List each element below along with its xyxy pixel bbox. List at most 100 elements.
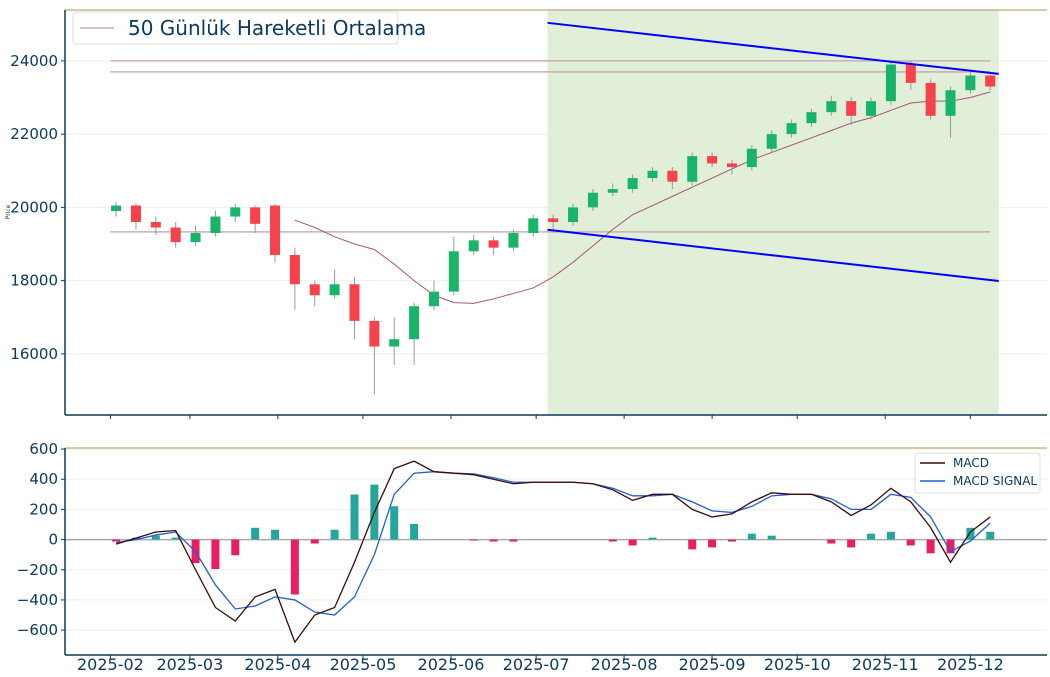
candle-body [866, 101, 877, 116]
x-tick-label: 2025-11 [852, 655, 919, 674]
candle-body [428, 291, 439, 307]
macd-histogram-bar [708, 539, 717, 548]
macd-histogram-bar [251, 527, 260, 540]
macd-panel: −600 −400 −200 0 200 400 600 [17, 440, 1047, 656]
macd-histogram-bar [171, 537, 180, 540]
candle-body [270, 205, 281, 255]
macd-y-tick-label: 0 [48, 531, 58, 549]
macd-histogram-bar [986, 531, 995, 540]
candle-body [170, 227, 181, 243]
candle-body [945, 90, 956, 116]
candle-body [726, 163, 737, 168]
candle-body [111, 205, 122, 212]
candle-body [448, 251, 459, 292]
macd-histogram-bar [628, 539, 637, 546]
macd-line [115, 460, 991, 644]
macd-histogram-bar [847, 539, 856, 548]
x-tick-label: 2025-03 [156, 655, 223, 674]
x-tick-label: 2025-07 [503, 655, 570, 674]
candle-body [846, 101, 857, 116]
candle-body [627, 178, 638, 190]
candle-body [826, 101, 837, 113]
price-y-tick-label: 18000 [10, 272, 58, 290]
candle-body [349, 284, 360, 321]
macd-histogram-bar [509, 539, 518, 542]
candle-body [806, 112, 817, 124]
macd-y-tick-label: 400 [29, 470, 58, 488]
macd-histogram-bar [906, 539, 915, 546]
macd-legend-box [914, 452, 1041, 494]
candle-body [150, 222, 161, 228]
macd-histogram-bar [469, 539, 478, 541]
price-y-tick-label: 24000 [10, 52, 58, 70]
candle-body [309, 284, 320, 296]
macd-y-tick-label: 200 [29, 500, 58, 518]
macd-histogram-bar [410, 523, 419, 540]
macd-y-tick-label: −400 [17, 591, 58, 609]
channel-shading [547, 10, 999, 415]
x-tick-label: 2025-04 [244, 655, 311, 674]
macd-histogram-bar [310, 539, 319, 544]
x-axis: 2025-02 2025-03 2025-04 2025-05 2025-06 2025-… [77, 655, 1004, 674]
macd-histogram-bar [827, 539, 836, 544]
macd-histogram-bar [211, 539, 220, 570]
candle-body [667, 170, 678, 182]
x-tick-label: 2025-06 [418, 655, 485, 674]
macd-histogram-bar [867, 533, 876, 540]
candle-body [965, 75, 976, 91]
macd-y-tick-label: 600 [29, 440, 58, 458]
macd-legend: MACD MACD SIGNAL [914, 452, 1041, 494]
price-legend-box [72, 11, 399, 45]
x-tick-label: 2025-09 [679, 655, 746, 674]
macd-histogram-bar [688, 539, 697, 550]
macd-histogram-bar [390, 506, 399, 540]
candle-body [568, 207, 579, 223]
candle-body [905, 64, 916, 83]
macd-histogram-bar [271, 529, 280, 540]
x-tick-label: 2025-02 [77, 655, 144, 674]
candle-body [885, 64, 896, 102]
macd-histogram-bar [112, 539, 121, 542]
macd-signal-line [115, 471, 991, 616]
candle-body [587, 192, 598, 208]
macd-histogram-bar [330, 529, 339, 540]
x-tick-label: 2025-12 [937, 655, 1004, 674]
macd-histogram-bar [767, 535, 776, 540]
candle-body [766, 134, 777, 149]
candle-body [409, 306, 420, 340]
candle-body [250, 207, 261, 224]
price-legend: 50 Günlük Hareketli Ortalama [72, 11, 426, 45]
channel-upper-line [547, 21, 999, 75]
candle-body [289, 254, 300, 285]
price-panel: 16000 18000 20000 22000 24000 [10, 9, 1047, 419]
x-tick-label: 2025-08 [591, 655, 658, 674]
macd-histogram-bar [727, 539, 736, 542]
macd-y-tick-label: −600 [17, 621, 58, 639]
x-tick-label: 2025-05 [330, 655, 397, 674]
macd-histogram-bar [489, 539, 498, 542]
price-y-tick-label: 22000 [10, 125, 58, 143]
macd-histogram-bar [966, 527, 975, 540]
candle-body [508, 233, 519, 248]
price-y-tick-label: 20000 [10, 198, 58, 216]
macd-histogram-bar [886, 531, 895, 540]
macd-histogram-bar [926, 539, 935, 554]
candle-body [488, 240, 499, 248]
ma-legend-label: 50 Günlük Hareketli Ortalama [128, 16, 426, 40]
candle-body [707, 156, 718, 164]
candle-body [687, 156, 698, 182]
macd-histogram-bar [946, 539, 955, 554]
macd-histogram-bar [151, 535, 160, 540]
macd-histogram-bar [231, 539, 240, 556]
channel-lower-line [547, 228, 999, 282]
candle-body [329, 284, 340, 296]
candle-body [190, 233, 201, 243]
candle-body [607, 189, 618, 193]
macd-y-tick-label: −200 [17, 561, 58, 579]
macd-histogram-bar [747, 533, 756, 540]
price-y-tick-label: 16000 [10, 345, 58, 363]
candle-body [985, 75, 996, 87]
candle-body [210, 216, 221, 234]
candle-body [647, 170, 658, 179]
